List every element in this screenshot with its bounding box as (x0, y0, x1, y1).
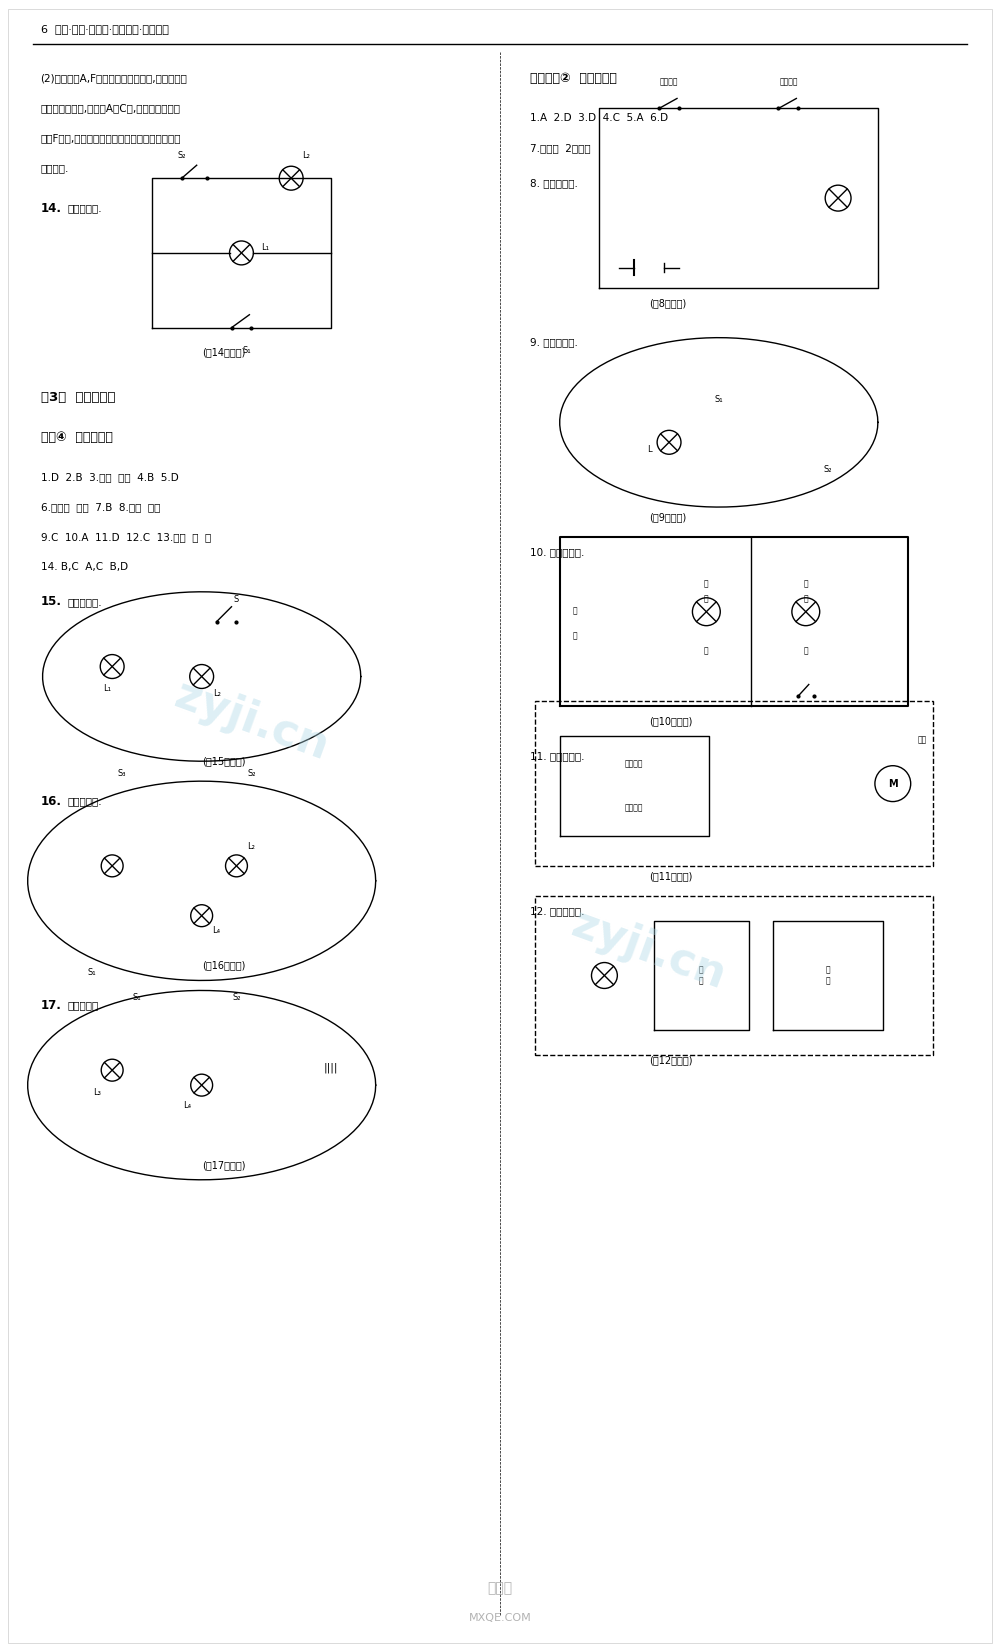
Text: zyji.cn: zyji.cn (566, 903, 732, 999)
Text: (第12題答圖): (第12題答圖) (649, 1055, 693, 1065)
Text: S₂: S₂ (232, 994, 241, 1002)
Text: L₂: L₂ (302, 152, 310, 160)
Text: 答案圈: 答案圈 (487, 1582, 513, 1595)
Text: 光控開關: 光控開關 (779, 78, 798, 86)
Text: 7.干路中  2號燈亮: 7.干路中 2號燈亮 (530, 144, 590, 154)
Text: 17.: 17. (41, 999, 61, 1012)
Text: 課時④  串聯和並聯: 課時④ 串聯和並聯 (41, 431, 112, 444)
Text: 電: 電 (572, 606, 577, 616)
Text: ||||: |||| (324, 1062, 338, 1073)
Text: 15.: 15. (41, 596, 62, 608)
Text: S₂: S₂ (824, 466, 832, 474)
Text: (2)已經確定A,F為同一根導線的兩端,為了弄清另: (2)已經確定A,F為同一根導線的兩端,為了弄清另 (41, 74, 187, 84)
Text: 明: 明 (704, 594, 709, 604)
Text: (第15題答圖): (第15題答圖) (202, 756, 245, 766)
Text: 10. 如答圖所示.: 10. 如答圖所示. (530, 546, 584, 556)
Text: S₁: S₁ (242, 345, 251, 355)
Text: (第14題答圖): (第14題答圖) (202, 348, 245, 358)
Text: 門控開關: 門控開關 (625, 759, 644, 769)
Text: 14. B,C  A,C  B,D: 14. B,C A,C B,D (41, 561, 128, 571)
Text: 電源: 電源 (918, 736, 927, 745)
Text: 12. 如答圖所示.: 12. 如答圖所示. (530, 906, 584, 916)
Text: 11. 如答圖所示.: 11. 如答圖所示. (530, 751, 584, 761)
Text: (第10題答圖): (第10題答圖) (649, 717, 693, 726)
Text: MXQE.COM: MXQE.COM (469, 1613, 531, 1623)
Text: 16.: 16. (41, 794, 62, 807)
Text: 1.D  2.B  3.可以  不會  4.B  5.D: 1.D 2.B 3.可以 不會 4.B 5.D (41, 472, 178, 482)
Text: 燈: 燈 (704, 647, 709, 655)
Text: 14.: 14. (41, 201, 62, 215)
Text: 專項練習②  電路的設計: 專項練習② 電路的設計 (530, 73, 617, 84)
Text: L₄: L₄ (213, 926, 221, 934)
Text: 示: 示 (803, 594, 808, 604)
Text: L₃: L₃ (93, 1088, 101, 1098)
Text: (第9題答圖): (第9題答圖) (649, 512, 686, 522)
Text: zyji.cn: zyji.cn (169, 674, 334, 769)
Text: 8. 如答圖所示.: 8. 如答圖所示. (530, 178, 578, 188)
Text: 9. 如答圖所示.: 9. 如答圖所示. (530, 338, 578, 348)
Text: L₂: L₂ (247, 842, 255, 850)
Text: L: L (647, 446, 651, 454)
Text: L₂: L₂ (213, 690, 221, 698)
Text: 如答圖所示.: 如答圖所示. (67, 796, 102, 806)
Text: 小
屋: 小 屋 (699, 966, 704, 986)
Text: 6.不發光  發光  7.B  8.開關  并聯: 6.不發光 發光 7.B 8.開關 并聯 (41, 502, 160, 512)
Text: 如答圖所示.: 如答圖所示. (67, 203, 102, 213)
Text: 溫控開關: 溫控開關 (625, 804, 644, 812)
Text: L₄: L₄ (183, 1101, 191, 1109)
Text: 如答圖所示.: 如答圖所示. (67, 596, 102, 608)
Text: 第3節  串聯和並聯: 第3節 串聯和並聯 (41, 391, 115, 404)
Text: 6  刷題·物理·人教版·九年級全·參考答案: 6 刷題·物理·人教版·九年級全·參考答案 (41, 23, 168, 33)
Text: 1.A  2.D  3.D  4.C  5.A  6.D: 1.A 2.D 3.D 4.C 5.A 6.D (530, 114, 668, 124)
Text: (第8題答圖): (第8題答圖) (649, 297, 686, 307)
Text: (第11題答圖): (第11題答圖) (649, 870, 693, 882)
Text: 兩根導線的兩端,當連接A和C時,測通器的一端必: 兩根導線的兩端,當連接A和C時,測通器的一端必 (41, 104, 181, 114)
Text: S: S (234, 594, 239, 604)
Text: 9.C  10.A  11.D  12.C  13.仍能  并  能: 9.C 10.A 11.D 12.C 13.仍能 并 能 (41, 532, 211, 542)
Text: S₁: S₁ (88, 969, 97, 977)
Text: S₁: S₁ (133, 994, 141, 1002)
Text: S₂: S₂ (178, 152, 186, 160)
Text: S₁: S₁ (714, 396, 723, 404)
Text: 指: 指 (803, 580, 808, 589)
Text: L₁: L₁ (261, 243, 269, 253)
Text: 聲控開關: 聲控開關 (660, 78, 678, 86)
Text: 線辨別開.: 線辨別開. (41, 163, 69, 173)
Text: M: M (888, 779, 898, 789)
Text: (第17題答圖): (第17題答圖) (202, 1161, 245, 1171)
Text: S₃: S₃ (118, 769, 126, 778)
Text: (第16題答圖): (第16題答圖) (202, 961, 245, 971)
Text: 牛
圓: 牛 圓 (826, 966, 830, 986)
Text: S₂: S₂ (247, 769, 256, 778)
Text: L₁: L₁ (103, 685, 111, 693)
Text: 燈: 燈 (803, 647, 808, 655)
Text: 如答圖所示.: 如答圖所示. (67, 1001, 102, 1010)
Text: 須與F相連,另一端只需接觸一根導線就能將兩根導: 須與F相連,另一端只需接觸一根導線就能將兩根導 (41, 134, 181, 144)
Text: 源: 源 (572, 632, 577, 641)
Text: 照: 照 (704, 580, 709, 589)
